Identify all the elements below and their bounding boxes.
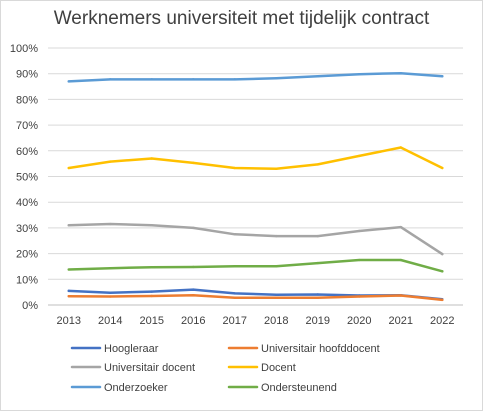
data-point bbox=[441, 166, 444, 170]
data-point bbox=[233, 233, 236, 236]
legend-label: Universitair docent bbox=[104, 362, 195, 374]
data-point bbox=[441, 270, 444, 273]
data-point bbox=[441, 252, 444, 256]
data-point bbox=[275, 264, 278, 268]
data-point bbox=[192, 265, 195, 269]
x-tick-label: 2013 bbox=[57, 315, 81, 327]
legend-label: Hoogleraar bbox=[104, 343, 159, 355]
data-point bbox=[67, 295, 70, 298]
data-point bbox=[150, 78, 153, 81]
data-point bbox=[399, 146, 402, 149]
data-point bbox=[109, 160, 112, 163]
data-point bbox=[358, 154, 361, 158]
data-point bbox=[316, 163, 319, 166]
data-point bbox=[441, 298, 444, 302]
data-point bbox=[275, 167, 278, 170]
legend-label: Ondersteunend bbox=[261, 382, 337, 394]
data-point bbox=[358, 73, 361, 76]
data-point bbox=[150, 266, 153, 269]
data-point bbox=[67, 80, 70, 83]
y-tick-label: 90% bbox=[16, 69, 38, 81]
y-tick-label: 70% bbox=[16, 120, 38, 132]
data-point bbox=[233, 78, 236, 81]
data-point bbox=[109, 78, 112, 81]
x-tick-label: 2018 bbox=[264, 315, 288, 327]
data-point bbox=[150, 290, 153, 293]
y-tick-label: 40% bbox=[16, 197, 38, 209]
data-point bbox=[109, 295, 112, 298]
data-point bbox=[192, 161, 195, 165]
data-point bbox=[67, 166, 70, 170]
x-tick-label: 2020 bbox=[347, 315, 371, 327]
series-line bbox=[67, 293, 444, 302]
chart-title: Werknemers universiteit met tijdelijk co… bbox=[53, 8, 430, 29]
data-point bbox=[275, 234, 278, 238]
legend-label: Onderzoeker bbox=[104, 382, 168, 394]
data-point bbox=[316, 261, 319, 265]
data-point bbox=[358, 229, 361, 233]
data-point bbox=[67, 268, 70, 271]
data-point bbox=[441, 75, 444, 78]
series-line bbox=[67, 146, 444, 171]
y-tick-label: 10% bbox=[16, 274, 38, 286]
y-tick-label: 60% bbox=[16, 146, 38, 158]
x-tick-label: 2015 bbox=[140, 315, 164, 327]
data-point bbox=[275, 293, 278, 296]
data-point bbox=[399, 258, 402, 262]
data-point bbox=[192, 78, 195, 81]
series-line bbox=[67, 71, 444, 83]
x-tick-label: 2021 bbox=[389, 315, 413, 327]
data-point bbox=[192, 294, 195, 297]
data-point bbox=[109, 267, 112, 270]
x-tick-label: 2016 bbox=[181, 315, 205, 327]
data-point bbox=[399, 225, 402, 229]
data-point bbox=[67, 289, 70, 293]
legend-label: Universitair hoofddocent bbox=[261, 343, 380, 355]
x-tick-label: 2022 bbox=[430, 315, 454, 327]
data-point bbox=[67, 224, 70, 227]
y-tick-label: 20% bbox=[16, 249, 38, 261]
data-point bbox=[192, 226, 195, 230]
series-line bbox=[67, 222, 444, 256]
data-point bbox=[275, 296, 278, 300]
data-point bbox=[233, 296, 236, 300]
data-point bbox=[233, 264, 236, 268]
data-point bbox=[233, 166, 236, 170]
data-point bbox=[275, 77, 278, 80]
data-point bbox=[399, 71, 402, 75]
y-tick-label: 100% bbox=[10, 43, 38, 55]
legend-label: Docent bbox=[261, 362, 296, 374]
x-tick-label: 2017 bbox=[223, 315, 247, 327]
y-tick-label: 80% bbox=[16, 94, 38, 106]
x-tick-label: 2019 bbox=[306, 315, 330, 327]
y-tick-label: 30% bbox=[16, 223, 38, 235]
data-point bbox=[109, 222, 112, 226]
data-point bbox=[150, 294, 153, 298]
data-point bbox=[316, 75, 319, 78]
y-tick-label: 50% bbox=[16, 172, 38, 184]
data-point bbox=[192, 288, 195, 291]
y-tick-label: 0% bbox=[22, 300, 38, 312]
data-point bbox=[358, 258, 361, 262]
data-point bbox=[358, 295, 361, 298]
data-point bbox=[150, 224, 153, 227]
x-tick-label: 2014 bbox=[98, 315, 122, 327]
data-point bbox=[316, 234, 319, 238]
data-point bbox=[399, 294, 402, 297]
data-point bbox=[316, 293, 319, 296]
data-point bbox=[316, 296, 319, 300]
series-line bbox=[67, 258, 444, 273]
data-point bbox=[233, 292, 236, 295]
data-point bbox=[150, 157, 153, 160]
data-point bbox=[109, 291, 112, 294]
